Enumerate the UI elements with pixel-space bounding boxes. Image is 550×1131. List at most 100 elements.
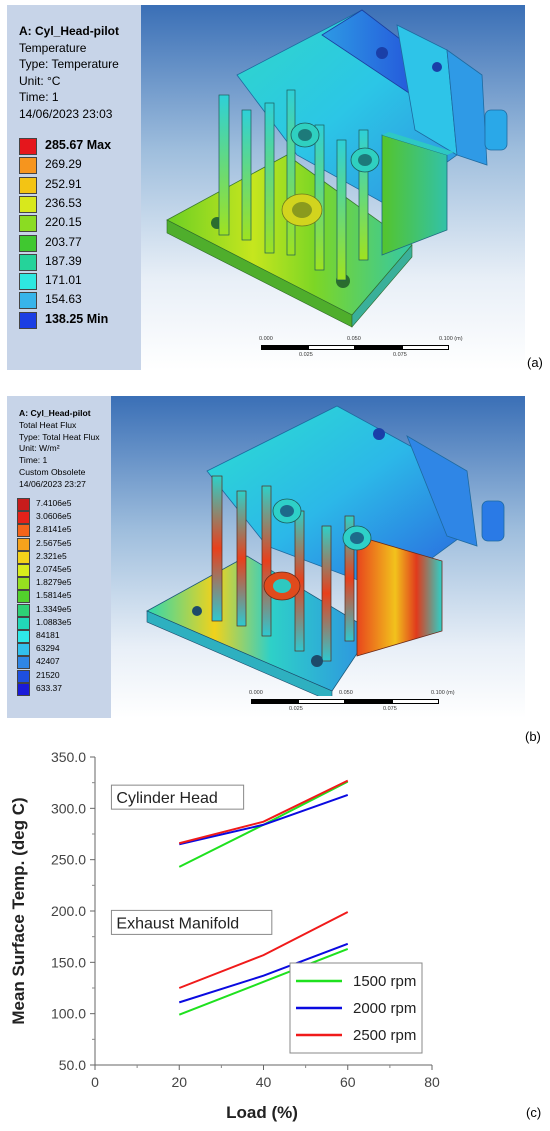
scale-swatch bbox=[17, 616, 30, 630]
y-tick-label: 200.0 bbox=[51, 903, 86, 919]
scale-swatch bbox=[17, 669, 30, 683]
scale-label: 269.29 bbox=[45, 157, 82, 172]
scale-swatch bbox=[19, 234, 37, 252]
surface-temperature-chart: 50.0 100.0 150.0 200.0 250.0 300.0 350.0 0 20 40 6… bbox=[9, 749, 541, 1122]
y-tick-label: 100.0 bbox=[51, 1006, 86, 1022]
result-unit: Unit: °C bbox=[19, 73, 61, 88]
x-axis-label: Load (%) bbox=[226, 1103, 298, 1122]
scale-swatch bbox=[17, 524, 30, 538]
scale-label: 171.01 bbox=[45, 273, 82, 288]
panel-label-b: (b) bbox=[525, 729, 541, 744]
legend-box: A: Cyl_Head-pilot Total Heat Flux Type: … bbox=[7, 396, 111, 718]
scale-swatch bbox=[17, 656, 30, 670]
scale-label: 1.0883e5 bbox=[36, 616, 72, 627]
series-line bbox=[179, 779, 349, 845]
x-tick-label: 0 bbox=[91, 1074, 99, 1090]
result-timestamp: 14/06/2023 23:03 bbox=[19, 106, 113, 121]
legend-label: 2500 rpm bbox=[353, 1027, 416, 1044]
y-tick-label: 50.0 bbox=[59, 1057, 86, 1073]
scale-label: 21520 bbox=[36, 669, 60, 680]
scale-label: 220.15 bbox=[45, 215, 82, 230]
ruler-label-050: 0.050 bbox=[339, 690, 353, 696]
scale-label: 1.5814e5 bbox=[36, 590, 72, 601]
ruler-segment bbox=[402, 345, 449, 350]
y-tick-label: 150.0 bbox=[51, 954, 86, 970]
result-type: Type: Temperature bbox=[19, 57, 119, 71]
result-name: Temperature bbox=[19, 40, 87, 55]
scale-label: 1.3349e5 bbox=[36, 603, 72, 614]
ruler-segment bbox=[251, 699, 298, 704]
scale-swatch bbox=[17, 630, 30, 643]
scale-swatch bbox=[19, 195, 37, 213]
x-tick-label: 80 bbox=[424, 1074, 440, 1090]
scale-swatch bbox=[17, 537, 30, 551]
scale-label: 154.63 bbox=[45, 292, 82, 307]
scale-swatch bbox=[17, 550, 30, 564]
scale-label: 2.0745e5 bbox=[36, 564, 72, 574]
annotation-exhaust-manifold: Exhaust Manifold bbox=[116, 915, 239, 932]
annotation-box bbox=[110, 784, 245, 810]
scale-swatch bbox=[17, 682, 30, 696]
scale-swatch bbox=[17, 643, 30, 657]
ruler-label-0: 0.000 bbox=[249, 690, 263, 696]
scale-swatch bbox=[19, 253, 37, 271]
ruler-segment bbox=[298, 699, 345, 704]
cylinder-head-model bbox=[166, 9, 508, 328]
ruler-label-025: 0.025 bbox=[299, 352, 313, 358]
result-info: A: Cyl_Head-pilot Temperature Type: Temp… bbox=[19, 23, 119, 122]
scale-label: 7.4106e5 bbox=[36, 498, 72, 508]
ruler-label-100: 0.100 (m) bbox=[431, 690, 455, 696]
scale-ruler: 0.000 0.050 0.100 (m) 0.025 0.075 bbox=[249, 690, 469, 718]
result-option: Custom Obsolete bbox=[19, 466, 86, 477]
result-timestamp: 14/06/2023 23:27 bbox=[19, 478, 86, 489]
legend-label: 1500 rpm bbox=[353, 973, 416, 990]
scale-swatch bbox=[19, 215, 37, 233]
ruler-label-100: 0.100 (m) bbox=[439, 336, 463, 342]
scale-ruler: 0.000 0.050 0.100 (m) 0.025 0.075 bbox=[259, 336, 479, 366]
x-tick-label: 20 bbox=[171, 1074, 187, 1090]
series-line bbox=[178, 948, 349, 1016]
y-axis-label: Mean Surface Temp. (deg C) bbox=[9, 797, 28, 1024]
series-line bbox=[179, 794, 349, 846]
scale-label: 285.67 Max bbox=[45, 138, 112, 152]
x-tick-label: 40 bbox=[256, 1074, 272, 1090]
panel-label-a: (a) bbox=[527, 355, 543, 370]
scale-swatch bbox=[19, 273, 37, 291]
legend-box: A: Cyl_Head-pilot Temperature Type: Temp… bbox=[7, 5, 141, 370]
annotation-box bbox=[110, 909, 273, 935]
scale-label: 63294 bbox=[36, 643, 60, 654]
scale-label: 633.37 bbox=[36, 682, 62, 693]
ruler-segment bbox=[355, 345, 402, 350]
result-unit: Unit: W/m² bbox=[19, 443, 60, 454]
ruler-label-0: 0.000 bbox=[259, 336, 273, 342]
heat-flux-contour-panel: A: Cyl_Head-pilot Total Heat Flux Type: … bbox=[7, 396, 525, 718]
result-title: A: Cyl_Head-pilot bbox=[19, 408, 91, 418]
ruler-label-075: 0.075 bbox=[393, 352, 407, 358]
scale-label: 3.0606e5 bbox=[36, 511, 72, 522]
x-tick-label: 60 bbox=[340, 1074, 356, 1090]
y-tick-label: 300.0 bbox=[51, 800, 86, 816]
legend-label: 2000 rpm bbox=[353, 1000, 416, 1017]
scale-label: 203.77 bbox=[45, 234, 82, 249]
scale-swatch bbox=[17, 590, 30, 604]
scale-label: 187.39 bbox=[45, 253, 82, 268]
ruler-label-050: 0.050 bbox=[347, 336, 361, 342]
scale-label: 84181 bbox=[36, 630, 60, 640]
result-info: A: Cyl_Head-pilot Total Heat Flux Type: … bbox=[19, 408, 100, 491]
result-name: Total Heat Flux bbox=[19, 419, 77, 430]
result-type: Type: Total Heat Flux bbox=[19, 431, 100, 442]
scale-swatch bbox=[17, 603, 30, 617]
result-time: Time: 1 bbox=[19, 90, 59, 104]
scale-swatch bbox=[19, 176, 37, 194]
y-tick-label: 250.0 bbox=[51, 852, 86, 868]
scale-swatch bbox=[19, 292, 37, 310]
scale-swatch bbox=[17, 498, 30, 511]
scale-label: 2.8141e5 bbox=[36, 524, 72, 535]
ruler-label-025: 0.025 bbox=[289, 706, 303, 712]
y-tick-label: 350.0 bbox=[51, 749, 86, 765]
scale-label: 252.91 bbox=[45, 176, 82, 191]
scale-label: 236.53 bbox=[45, 195, 82, 210]
ruler-segment bbox=[261, 345, 308, 350]
result-time: Time: 1 bbox=[19, 455, 48, 466]
temperature-contour-panel: A: Cyl_Head-pilot Temperature Type: Temp… bbox=[7, 5, 525, 370]
